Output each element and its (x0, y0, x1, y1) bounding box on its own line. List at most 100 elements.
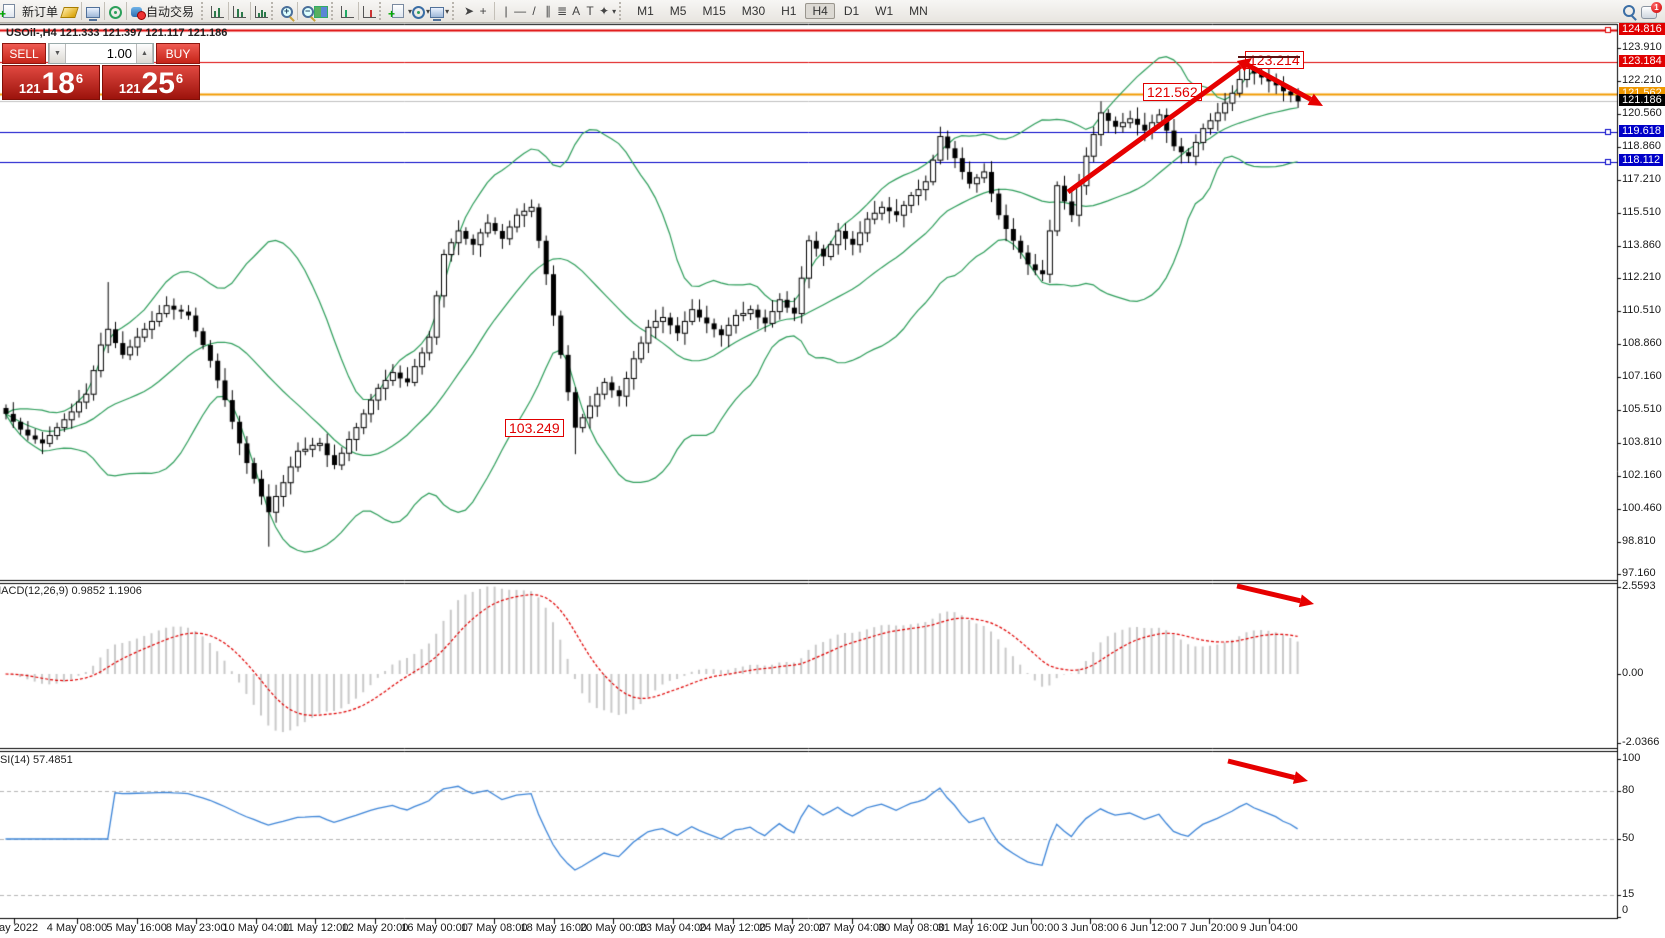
rsi-axis-tick: 50 (1622, 832, 1635, 844)
price-tick: 122.210 (1622, 74, 1662, 87)
price-axis[interactable]: 123.910 122.210 120.560 118.860 117.210 115.5… (1618, 0, 1665, 938)
time-tick-label: 8 May 23:00 (165, 922, 227, 934)
new-order-label: 新订单 (22, 4, 59, 19)
zoom-out-icon[interactable]: − (302, 5, 315, 18)
price-tick: 115.510 (1622, 206, 1661, 219)
time-tick-label: 30 May 08:00 (878, 922, 945, 934)
auto-trading-label: 自动交易 (146, 4, 195, 19)
sell-price-big: 18 (41, 67, 75, 100)
shapes-dropdown-icon[interactable]: ▾ (612, 6, 617, 16)
price-annotation-103-249: 103.249 (505, 419, 564, 437)
channel-icon[interactable]: ∥ (545, 4, 552, 18)
rsi-axis-tick: 80 (1622, 784, 1635, 796)
buy-price-big: 25 (141, 67, 175, 100)
time-tick-label: 20 May 00:00 (580, 922, 647, 934)
one-click-trading-panel: SELL ▼ 1.00 ▲ BUY 121 18 6 121 25 6 (2, 43, 200, 100)
cursor-icon[interactable]: ➤ (464, 4, 475, 18)
price-tick: 100.460 (1622, 502, 1662, 515)
indicators-icon[interactable] (430, 6, 445, 21)
sell-price-tile[interactable]: 121 18 6 (2, 65, 100, 100)
auto-trading-icon[interactable] (131, 7, 147, 20)
sell-price-prefix: 121 (18, 81, 41, 96)
time-tick-label: 4 May 08:00 (46, 922, 108, 934)
hat-icon[interactable] (60, 7, 79, 18)
rsi-axis-tick: 0 (1622, 904, 1629, 916)
time-tick-label: 24 May 12:00 (699, 922, 766, 934)
time-tick-label: 10 May 04:00 (222, 922, 290, 934)
volume-input[interactable]: 1.00 (106, 46, 132, 61)
new-order-button[interactable]: 新订单 (18, 2, 62, 21)
tile-windows-icon[interactable] (314, 6, 329, 18)
time-tick-label: 11 May 12:00 (282, 922, 349, 934)
search-icon[interactable] (1623, 5, 1635, 17)
sell-button[interactable]: SELL (2, 43, 46, 64)
price-tick: 123.910 (1622, 40, 1662, 53)
new-chart-icon[interactable] (388, 4, 405, 21)
volume-up-button[interactable]: ▲ (136, 44, 153, 63)
macd-axis-tick: 0.00 (1622, 667, 1644, 679)
vertical-line-icon[interactable]: | (504, 4, 508, 18)
price-badge: 119.618 (1619, 124, 1664, 137)
price-tick: 98.810 (1622, 534, 1656, 547)
crosshair-icon[interactable]: + (479, 4, 487, 18)
chat-icon[interactable]: 1 (1641, 1, 1662, 19)
line-chart-icon[interactable] (255, 6, 269, 18)
label-icon[interactable]: T (586, 4, 594, 18)
bar-chart-icon[interactable] (211, 6, 225, 18)
main-toolbar: 新订单 自动交易 + − ▾ ▾ ▾ ➤ + | — / ∥ ≣ A T ✦▾ … (0, 0, 1665, 23)
timeframe-m15[interactable]: M15 (702, 4, 726, 18)
zoom-in-icon[interactable]: + (281, 5, 294, 18)
time-tick-label: May 2022 (0, 922, 39, 934)
rsi-axis-tick: 15 (1622, 888, 1635, 900)
time-tick-label: 17 May 08:00 (460, 922, 528, 934)
candlestick-chart-icon[interactable] (233, 6, 247, 18)
indicators-dropdown-icon[interactable]: ▾ (445, 6, 450, 16)
auto-scroll-icon[interactable] (341, 6, 355, 18)
price-tick: 103.810 (1622, 436, 1662, 449)
timeframe-m5[interactable]: M5 (669, 4, 687, 18)
auto-trading-button[interactable]: 自动交易 (142, 2, 198, 21)
buy-button[interactable]: BUY (156, 43, 200, 64)
macd-axis-tick: 2.5593 (1622, 579, 1656, 592)
macd-axis-tick: -2.0366 (1622, 736, 1660, 749)
terminals-icon[interactable] (86, 6, 101, 21)
time-tick-label: 12 May 20:00 (341, 922, 409, 934)
timeframe-w1[interactable]: W1 (875, 4, 894, 18)
profiles-icon[interactable] (412, 5, 426, 19)
new-order-icon[interactable] (0, 4, 15, 21)
rsi-axis-tick: 100 (1622, 752, 1641, 764)
fibonacci-icon[interactable]: ≣ (557, 4, 568, 18)
time-axis[interactable]: May 2022 4 May 08:005 May 16:008 May 23:0… (0, 920, 1618, 938)
new-chart-dropdown-icon[interactable]: ▾ (408, 6, 413, 16)
horizontal-line-icon[interactable]: — (514, 4, 527, 18)
buy-price-prefix: 121 (118, 81, 141, 96)
timeframe-group: M1 M5 M15 M30 H1 H4 D1 W1 MN (629, 3, 936, 19)
price-tick: 105.510 (1622, 402, 1662, 415)
timeframe-h4[interactable]: H4 (805, 3, 835, 19)
sell-price-sup: 6 (75, 71, 84, 86)
shapes-icon[interactable]: ✦ (599, 4, 610, 18)
text-icon[interactable]: A (572, 4, 581, 18)
time-tick-label: 31 May 16:00 (937, 922, 1005, 934)
timeframe-h1[interactable]: H1 (781, 4, 797, 18)
profiles-dropdown-icon[interactable]: ▾ (426, 6, 431, 16)
signals-icon[interactable] (109, 5, 123, 19)
timeframe-m1[interactable]: M1 (637, 4, 654, 18)
price-badge: 123.184 (1619, 54, 1665, 67)
price-badge: 121.186 (1619, 93, 1665, 106)
timeframe-mn[interactable]: MN (909, 4, 928, 18)
time-tick-label: 5 May 16:00 (106, 922, 167, 934)
time-tick-label: 6 Jun 12:00 (1121, 922, 1179, 934)
timeframe-d1[interactable]: D1 (843, 4, 860, 18)
timeframe-m30[interactable]: M30 (741, 4, 766, 18)
volume-down-button[interactable]: ▼ (49, 44, 66, 63)
buy-price-tile[interactable]: 121 25 6 (102, 65, 200, 100)
price-tick: 118.860 (1622, 140, 1661, 153)
chart-title: USOil-,H4 121.333 121.397 121.117 121.18… (6, 27, 228, 39)
time-tick-label: 9 Jun 04:00 (1240, 922, 1298, 934)
rsi-label: RSI(14) 57.4851 (0, 754, 73, 766)
trendline-icon[interactable]: / (532, 4, 536, 18)
chart-shift-icon[interactable] (363, 6, 377, 18)
